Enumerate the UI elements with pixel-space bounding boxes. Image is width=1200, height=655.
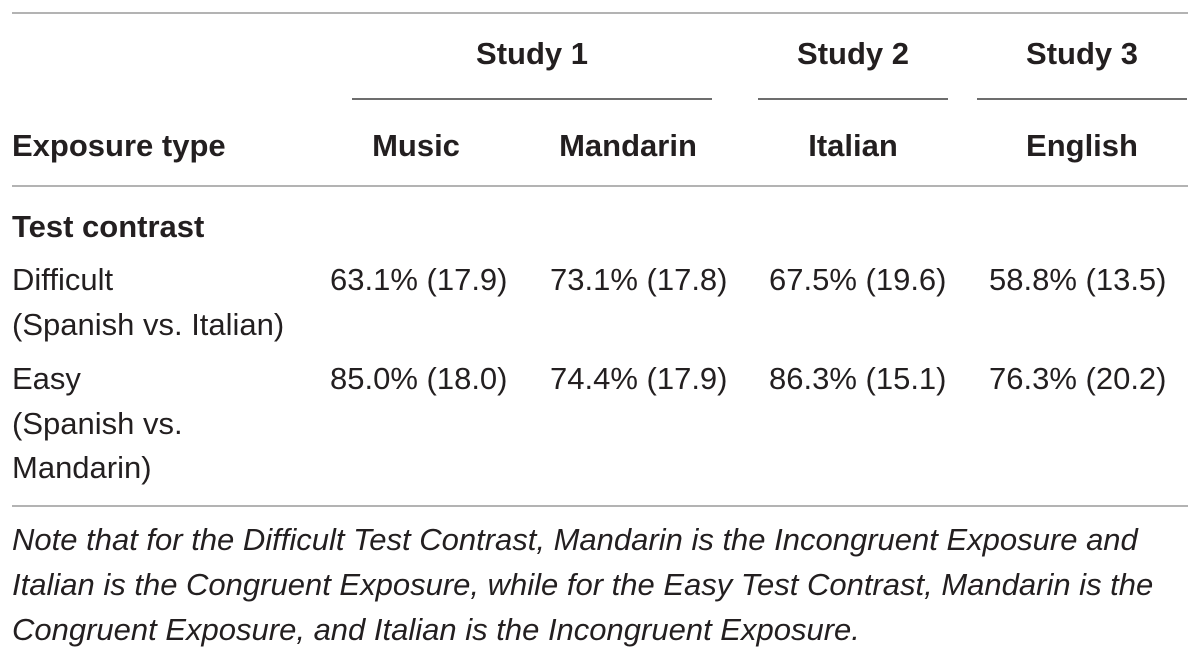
column-header-italian: Italian xyxy=(808,128,898,163)
cell-easy-music: 85.0% (18.0) xyxy=(330,361,508,396)
column-header-music: Music xyxy=(372,128,460,163)
row-label-difficult-line1: Difficult xyxy=(12,262,114,297)
table-bottom-rule xyxy=(12,505,1188,507)
row-label-easy-line1: Easy xyxy=(12,361,81,396)
row-label-easy-line2: (Spanish vs. xyxy=(12,406,183,441)
study-2-header: Study 2 xyxy=(797,36,909,71)
exposure-type-header: Exposure type xyxy=(12,128,226,163)
cell-difficult-mandarin: 73.1% (17.8) xyxy=(550,262,728,297)
study-2-rule xyxy=(758,98,948,100)
cell-easy-mandarin: 74.4% (17.9) xyxy=(550,361,728,396)
row-label-difficult-line2: (Spanish vs. Italian) xyxy=(12,307,285,342)
header-bottom-rule xyxy=(12,185,1188,187)
study-3-rule xyxy=(977,98,1187,100)
cell-difficult-music: 63.1% (17.9) xyxy=(330,262,508,297)
column-header-english: English xyxy=(1026,128,1138,163)
cell-easy-italian: 86.3% (15.1) xyxy=(769,361,947,396)
table-footnote: Note that for the Difficult Test Contras… xyxy=(12,522,1154,647)
table-top-rule xyxy=(12,12,1188,14)
test-contrast-label: Test contrast xyxy=(12,209,205,244)
row-label-easy-line3: Mandarin) xyxy=(12,450,152,485)
study-1-rule xyxy=(352,98,712,100)
study-3-header: Study 3 xyxy=(1026,36,1138,71)
cell-difficult-italian: 67.5% (19.6) xyxy=(769,262,947,297)
cell-difficult-english: 58.8% (13.5) xyxy=(989,262,1167,297)
column-header-mandarin: Mandarin xyxy=(559,128,697,163)
study-1-header: Study 1 xyxy=(476,36,588,71)
cell-easy-english: 76.3% (20.2) xyxy=(989,361,1167,396)
